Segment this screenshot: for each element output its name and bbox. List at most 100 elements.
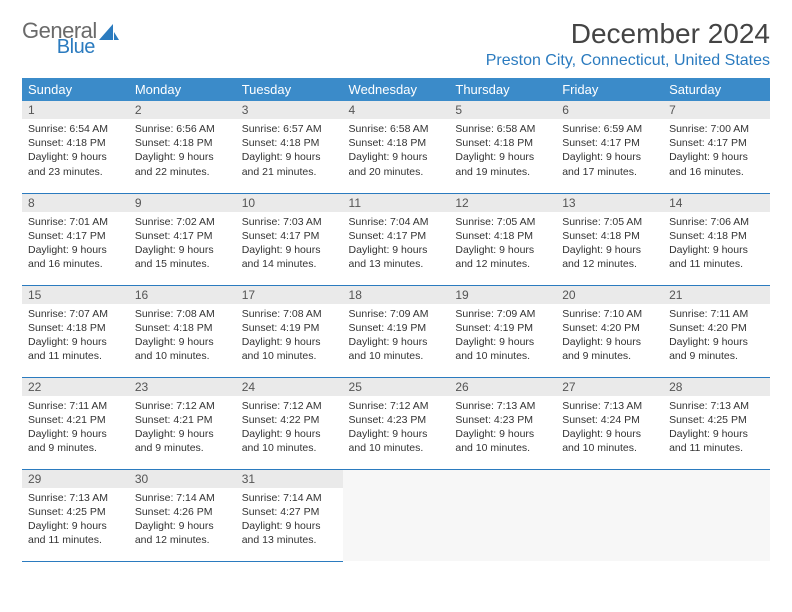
sunrise-line: Sunrise: 6:56 AM bbox=[135, 122, 230, 136]
sunset-line: Sunset: 4:17 PM bbox=[28, 229, 123, 243]
sunset-line: Sunset: 4:19 PM bbox=[242, 321, 337, 335]
day-details: Sunrise: 6:57 AMSunset: 4:18 PMDaylight:… bbox=[236, 119, 343, 183]
calendar-day-cell: 8Sunrise: 7:01 AMSunset: 4:17 PMDaylight… bbox=[22, 193, 129, 285]
sunset-line: Sunset: 4:18 PM bbox=[349, 136, 444, 150]
day-details: Sunrise: 7:00 AMSunset: 4:17 PMDaylight:… bbox=[663, 119, 770, 183]
day-details: Sunrise: 7:13 AMSunset: 4:23 PMDaylight:… bbox=[449, 396, 556, 460]
calendar-week-row: 8Sunrise: 7:01 AMSunset: 4:17 PMDaylight… bbox=[22, 193, 770, 285]
day-number: 27 bbox=[556, 378, 663, 396]
calendar-day-cell: 23Sunrise: 7:12 AMSunset: 4:21 PMDayligh… bbox=[129, 377, 236, 469]
day-details: Sunrise: 7:12 AMSunset: 4:23 PMDaylight:… bbox=[343, 396, 450, 460]
daylight-line: Daylight: 9 hours and 10 minutes. bbox=[455, 427, 550, 455]
calendar-day-cell: 25Sunrise: 7:12 AMSunset: 4:23 PMDayligh… bbox=[343, 377, 450, 469]
calendar-day-cell: 19Sunrise: 7:09 AMSunset: 4:19 PMDayligh… bbox=[449, 285, 556, 377]
sunset-line: Sunset: 4:18 PM bbox=[455, 136, 550, 150]
sunset-line: Sunset: 4:18 PM bbox=[455, 229, 550, 243]
sunrise-line: Sunrise: 7:11 AM bbox=[669, 307, 764, 321]
calendar-day-cell: 24Sunrise: 7:12 AMSunset: 4:22 PMDayligh… bbox=[236, 377, 343, 469]
day-number: 13 bbox=[556, 194, 663, 212]
day-details: Sunrise: 7:02 AMSunset: 4:17 PMDaylight:… bbox=[129, 212, 236, 276]
sunset-line: Sunset: 4:18 PM bbox=[669, 229, 764, 243]
daylight-line: Daylight: 9 hours and 10 minutes. bbox=[349, 335, 444, 363]
daylight-line: Daylight: 9 hours and 10 minutes. bbox=[349, 427, 444, 455]
daylight-line: Daylight: 9 hours and 19 minutes. bbox=[455, 150, 550, 178]
day-number: 18 bbox=[343, 286, 450, 304]
sunset-line: Sunset: 4:21 PM bbox=[135, 413, 230, 427]
day-number: 21 bbox=[663, 286, 770, 304]
calendar-day-cell: 18Sunrise: 7:09 AMSunset: 4:19 PMDayligh… bbox=[343, 285, 450, 377]
sunrise-line: Sunrise: 7:12 AM bbox=[135, 399, 230, 413]
day-details: Sunrise: 7:13 AMSunset: 4:24 PMDaylight:… bbox=[556, 396, 663, 460]
sunset-line: Sunset: 4:17 PM bbox=[135, 229, 230, 243]
sunrise-line: Sunrise: 7:08 AM bbox=[242, 307, 337, 321]
sunrise-line: Sunrise: 7:13 AM bbox=[455, 399, 550, 413]
calendar-day-cell: 11Sunrise: 7:04 AMSunset: 4:17 PMDayligh… bbox=[343, 193, 450, 285]
day-details: Sunrise: 6:56 AMSunset: 4:18 PMDaylight:… bbox=[129, 119, 236, 183]
sunset-line: Sunset: 4:20 PM bbox=[562, 321, 657, 335]
day-details: Sunrise: 7:10 AMSunset: 4:20 PMDaylight:… bbox=[556, 304, 663, 368]
day-number: 1 bbox=[22, 101, 129, 119]
calendar-day-cell: 2Sunrise: 6:56 AMSunset: 4:18 PMDaylight… bbox=[129, 101, 236, 193]
daylight-line: Daylight: 9 hours and 11 minutes. bbox=[28, 335, 123, 363]
calendar-day-cell: 9Sunrise: 7:02 AMSunset: 4:17 PMDaylight… bbox=[129, 193, 236, 285]
sunrise-line: Sunrise: 7:12 AM bbox=[349, 399, 444, 413]
calendar-day-cell: 30Sunrise: 7:14 AMSunset: 4:26 PMDayligh… bbox=[129, 469, 236, 561]
logo: General Blue bbox=[22, 18, 157, 44]
day-number: 22 bbox=[22, 378, 129, 396]
daylight-line: Daylight: 9 hours and 12 minutes. bbox=[135, 519, 230, 547]
sunset-line: Sunset: 4:18 PM bbox=[28, 321, 123, 335]
day-details: Sunrise: 7:09 AMSunset: 4:19 PMDaylight:… bbox=[343, 304, 450, 368]
day-number: 9 bbox=[129, 194, 236, 212]
sunrise-line: Sunrise: 6:57 AM bbox=[242, 122, 337, 136]
daylight-line: Daylight: 9 hours and 20 minutes. bbox=[349, 150, 444, 178]
day-number: 10 bbox=[236, 194, 343, 212]
day-details: Sunrise: 7:03 AMSunset: 4:17 PMDaylight:… bbox=[236, 212, 343, 276]
daylight-line: Daylight: 9 hours and 21 minutes. bbox=[242, 150, 337, 178]
day-number: 26 bbox=[449, 378, 556, 396]
sunrise-line: Sunrise: 7:09 AM bbox=[349, 307, 444, 321]
logo-sail-icon bbox=[99, 22, 119, 40]
day-number: 31 bbox=[236, 470, 343, 488]
calendar-day-cell: 12Sunrise: 7:05 AMSunset: 4:18 PMDayligh… bbox=[449, 193, 556, 285]
daylight-line: Daylight: 9 hours and 10 minutes. bbox=[135, 335, 230, 363]
sunrise-line: Sunrise: 7:05 AM bbox=[562, 215, 657, 229]
sunrise-line: Sunrise: 7:00 AM bbox=[669, 122, 764, 136]
sunset-line: Sunset: 4:18 PM bbox=[242, 136, 337, 150]
sunrise-line: Sunrise: 7:14 AM bbox=[242, 491, 337, 505]
daylight-line: Daylight: 9 hours and 11 minutes. bbox=[28, 519, 123, 547]
daylight-line: Daylight: 9 hours and 12 minutes. bbox=[562, 243, 657, 271]
sunset-line: Sunset: 4:25 PM bbox=[669, 413, 764, 427]
calendar-day-cell: 3Sunrise: 6:57 AMSunset: 4:18 PMDaylight… bbox=[236, 101, 343, 193]
calendar-day-cell bbox=[449, 469, 556, 561]
daylight-line: Daylight: 9 hours and 23 minutes. bbox=[28, 150, 123, 178]
day-details: Sunrise: 7:05 AMSunset: 4:18 PMDaylight:… bbox=[449, 212, 556, 276]
day-number: 16 bbox=[129, 286, 236, 304]
weekday-header: Tuesday bbox=[236, 78, 343, 101]
sunset-line: Sunset: 4:20 PM bbox=[669, 321, 764, 335]
month-title: December 2024 bbox=[486, 18, 770, 50]
sunrise-line: Sunrise: 7:14 AM bbox=[135, 491, 230, 505]
sunset-line: Sunset: 4:18 PM bbox=[135, 321, 230, 335]
day-number: 30 bbox=[129, 470, 236, 488]
sunset-line: Sunset: 4:19 PM bbox=[349, 321, 444, 335]
daylight-line: Daylight: 9 hours and 9 minutes. bbox=[669, 335, 764, 363]
sunrise-line: Sunrise: 7:13 AM bbox=[28, 491, 123, 505]
daylight-line: Daylight: 9 hours and 16 minutes. bbox=[28, 243, 123, 271]
sunset-line: Sunset: 4:24 PM bbox=[562, 413, 657, 427]
sunrise-line: Sunrise: 7:11 AM bbox=[28, 399, 123, 413]
sunrise-line: Sunrise: 7:02 AM bbox=[135, 215, 230, 229]
calendar-day-cell: 5Sunrise: 6:58 AMSunset: 4:18 PMDaylight… bbox=[449, 101, 556, 193]
calendar-day-cell: 29Sunrise: 7:13 AMSunset: 4:25 PMDayligh… bbox=[22, 469, 129, 561]
weekday-header: Wednesday bbox=[343, 78, 450, 101]
calendar-day-cell: 16Sunrise: 7:08 AMSunset: 4:18 PMDayligh… bbox=[129, 285, 236, 377]
day-details: Sunrise: 7:08 AMSunset: 4:19 PMDaylight:… bbox=[236, 304, 343, 368]
day-number: 19 bbox=[449, 286, 556, 304]
daylight-line: Daylight: 9 hours and 10 minutes. bbox=[242, 335, 337, 363]
daylight-line: Daylight: 9 hours and 17 minutes. bbox=[562, 150, 657, 178]
day-number: 4 bbox=[343, 101, 450, 119]
logo-text-blue: Blue bbox=[57, 36, 95, 59]
sunrise-line: Sunrise: 7:10 AM bbox=[562, 307, 657, 321]
sunrise-line: Sunrise: 7:05 AM bbox=[455, 215, 550, 229]
sunset-line: Sunset: 4:17 PM bbox=[669, 136, 764, 150]
sunrise-line: Sunrise: 7:12 AM bbox=[242, 399, 337, 413]
